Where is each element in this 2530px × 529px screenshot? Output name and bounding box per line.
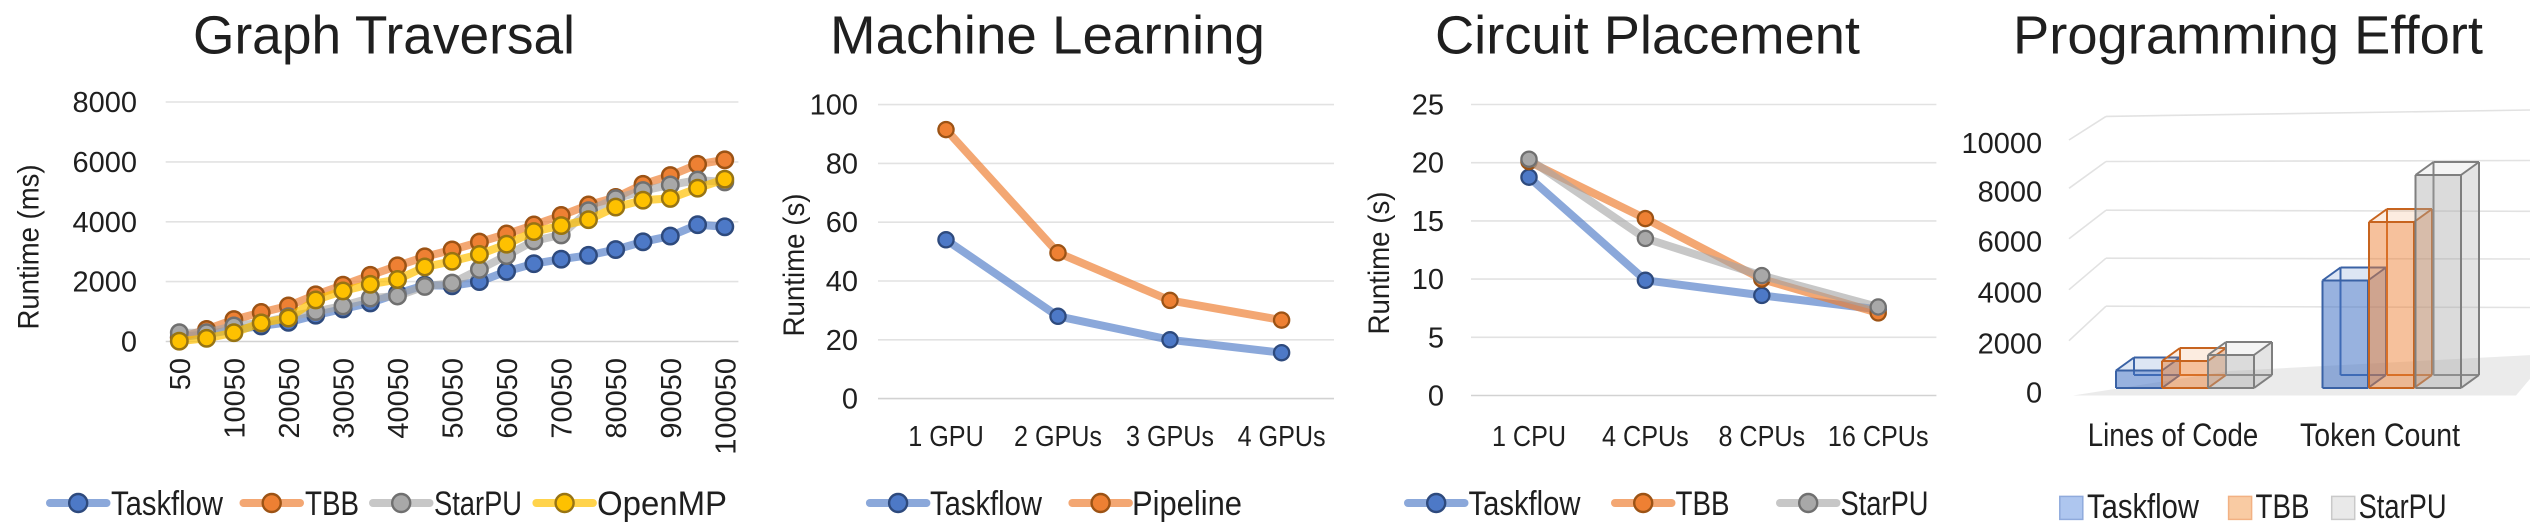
svg-text:70050: 70050	[547, 358, 579, 439]
svg-text:80050: 80050	[601, 358, 633, 439]
svg-text:StarPU: StarPU	[1841, 485, 1929, 523]
svg-text:0: 0	[2026, 378, 2042, 410]
svg-text:1 CPU: 1 CPU	[1492, 421, 1566, 453]
svg-text:4000: 4000	[72, 207, 137, 239]
svg-text:100050: 100050	[710, 358, 742, 455]
svg-text:3 GPUs: 3 GPUs	[1126, 421, 1214, 453]
svg-text:Circuit Placement: Circuit Placement	[1435, 6, 1860, 66]
svg-text:30050: 30050	[329, 358, 361, 439]
svg-text:16 CPUs: 16 CPUs	[1828, 421, 1929, 453]
svg-text:6000: 6000	[1978, 227, 2043, 259]
svg-text:Programming Effort: Programming Effort	[2013, 6, 2483, 66]
svg-text:50050: 50050	[438, 358, 470, 439]
svg-text:Runtime (ms): Runtime (ms)	[13, 165, 46, 330]
svg-text:0: 0	[1428, 381, 1444, 413]
svg-text:8 CPUs: 8 CPUs	[1718, 421, 1805, 453]
svg-text:0: 0	[842, 384, 858, 416]
svg-text:20: 20	[826, 325, 858, 357]
svg-text:8000: 8000	[72, 87, 137, 119]
svg-text:4 CPUs: 4 CPUs	[1602, 421, 1689, 453]
svg-text:20050: 20050	[274, 358, 306, 439]
svg-text:8000: 8000	[1978, 176, 2043, 208]
svg-text:80: 80	[826, 148, 858, 180]
svg-text:Taskflow: Taskflow	[930, 485, 1042, 523]
svg-text:4000: 4000	[1978, 278, 2043, 310]
svg-text:15: 15	[1412, 206, 1444, 238]
svg-text:TBB: TBB	[2256, 488, 2310, 526]
svg-text:2000: 2000	[1978, 329, 2043, 361]
svg-text:40050: 40050	[383, 358, 415, 439]
svg-text:OpenMP: OpenMP	[597, 485, 727, 523]
svg-text:Taskflow: Taskflow	[2087, 488, 2199, 526]
svg-text:6000: 6000	[72, 147, 137, 179]
svg-text:25: 25	[1412, 90, 1444, 122]
svg-text:50: 50	[165, 358, 197, 390]
svg-text:Graph Traversal: Graph Traversal	[193, 6, 575, 66]
svg-text:20: 20	[1412, 148, 1444, 180]
svg-text:100: 100	[810, 90, 858, 122]
svg-text:5: 5	[1428, 322, 1444, 354]
svg-text:2 GPUs: 2 GPUs	[1014, 421, 1102, 453]
svg-text:Taskflow: Taskflow	[1469, 485, 1581, 523]
svg-text:2000: 2000	[72, 267, 137, 299]
svg-text:60050: 60050	[492, 358, 524, 439]
svg-text:Runtime (s): Runtime (s)	[1363, 192, 1396, 335]
svg-text:40: 40	[826, 266, 858, 298]
svg-text:Token Count: Token Count	[2300, 417, 2460, 453]
svg-text:10000: 10000	[1961, 128, 2042, 160]
svg-text:Runtime (s): Runtime (s)	[778, 194, 811, 337]
svg-text:TBB: TBB	[305, 485, 359, 523]
svg-text:StarPU: StarPU	[2359, 488, 2447, 526]
svg-text:1 GPU: 1 GPU	[908, 421, 984, 453]
svg-text:Pipeline: Pipeline	[1132, 485, 1242, 523]
svg-text:60: 60	[826, 207, 858, 239]
svg-text:StarPU: StarPU	[434, 485, 522, 523]
svg-text:4 GPUs: 4 GPUs	[1238, 421, 1326, 453]
svg-text:Taskflow: Taskflow	[111, 485, 223, 523]
svg-text:0: 0	[121, 327, 137, 359]
svg-text:10050: 10050	[219, 358, 251, 439]
svg-text:Machine Learning: Machine Learning	[830, 6, 1265, 66]
svg-text:90050: 90050	[656, 358, 688, 439]
svg-text:TBB: TBB	[1676, 485, 1730, 523]
svg-text:Lines of Code: Lines of Code	[2088, 417, 2259, 453]
svg-text:10: 10	[1412, 264, 1444, 296]
